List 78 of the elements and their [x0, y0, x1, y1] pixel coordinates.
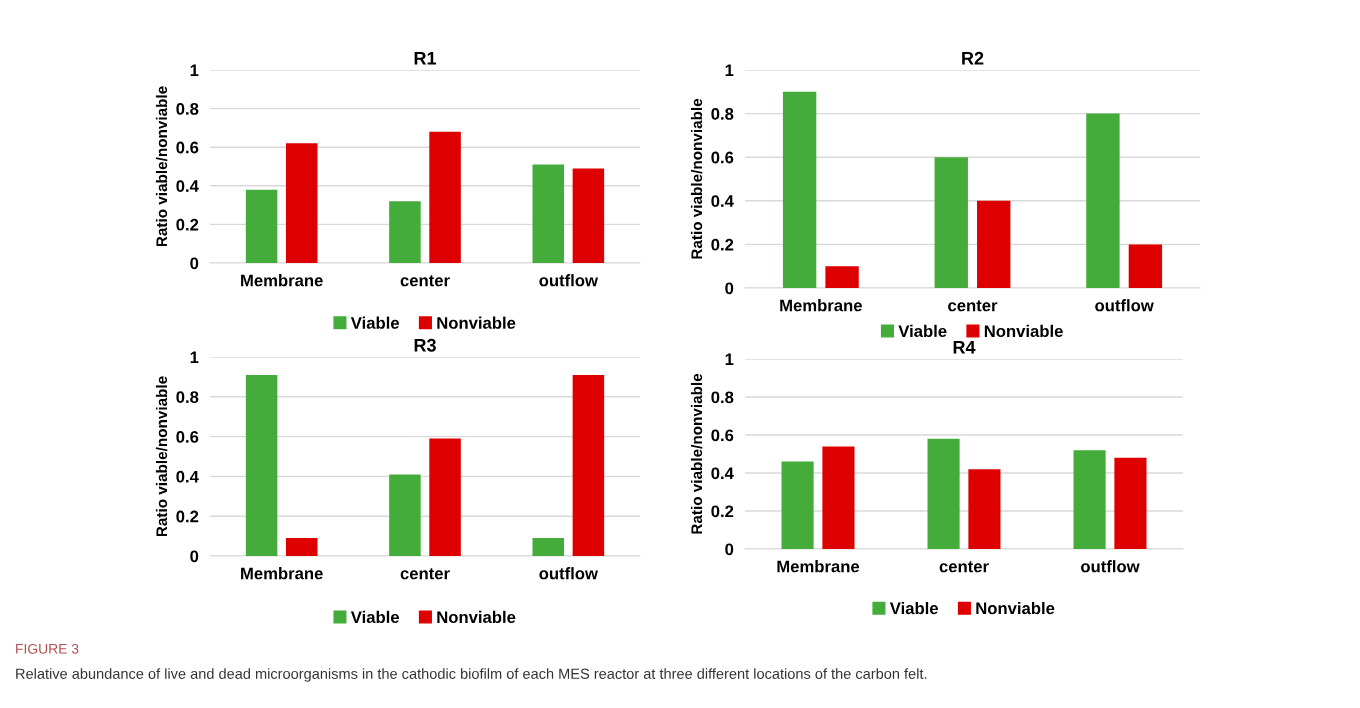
x-tick-label: outflow	[1081, 560, 1140, 573]
bar	[429, 131, 461, 263]
x-tick-label: outflow	[1095, 299, 1154, 312]
bar	[822, 446, 855, 549]
bar	[572, 168, 605, 263]
legend-label: Viable	[898, 324, 947, 338]
bar	[285, 143, 318, 263]
y-tick-label: 0	[190, 257, 199, 270]
x-tick-label: Membrane	[241, 274, 323, 287]
legend-label: Nonviable	[984, 324, 1063, 338]
bar	[1114, 457, 1147, 549]
x-tick-label: outflow	[539, 274, 598, 287]
bar	[1086, 113, 1120, 288]
bar	[927, 438, 960, 549]
x-tick-label: center	[400, 275, 450, 287]
y-tick-label: 0.2	[711, 505, 734, 518]
x-tick-label: Membrane	[777, 560, 860, 573]
bar	[429, 438, 461, 556]
bar	[572, 374, 605, 556]
y-tick-label: 0.2	[176, 218, 199, 231]
bar	[389, 201, 421, 263]
bar	[781, 461, 814, 549]
y-tick-label: 0.8	[176, 103, 199, 115]
y-tick-label: 0.4	[711, 467, 734, 480]
y-tick-label: 0.8	[711, 391, 734, 404]
y-tick-label: 0.8	[711, 108, 734, 120]
y-tick-label: 0.6	[176, 141, 199, 154]
bar	[532, 538, 565, 556]
chart-title: R1	[414, 52, 437, 65]
bar	[934, 157, 968, 288]
bar	[245, 189, 278, 263]
y-tick-label: 1	[725, 64, 734, 77]
chart-title: R4	[953, 341, 976, 354]
y-axis-title: Ratio viable/nonviable	[155, 86, 168, 247]
legend-label: Nonviable	[976, 602, 1055, 615]
legend-label: Nonviable	[437, 610, 516, 624]
legend-label: Viable	[350, 610, 400, 624]
legend-label: Nonviable	[437, 316, 516, 329]
bar	[1128, 244, 1163, 288]
y-tick-label: 0.4	[176, 180, 199, 192]
y-tick-label: 0.6	[711, 429, 734, 442]
y-tick-label: 0.4	[176, 470, 199, 483]
bar	[1073, 450, 1106, 549]
legend-label: Viable	[889, 602, 939, 615]
caption: FIGURE 3	[16, 643, 79, 654]
bar	[825, 266, 859, 288]
bar	[968, 469, 1001, 549]
y-tick-label: 0.8	[176, 391, 199, 403]
y-tick-label: 1	[190, 64, 199, 77]
bar	[245, 374, 278, 556]
bar	[532, 164, 565, 263]
y-axis-title: Ratio viable/nonviable	[690, 373, 703, 534]
y-tick-label: 0	[725, 282, 734, 295]
y-tick-label: 0	[190, 550, 199, 563]
bar	[389, 474, 421, 556]
bar	[782, 91, 817, 288]
legend-label: Viable	[350, 316, 400, 329]
y-tick-label: 1	[190, 351, 199, 364]
y-tick-label: 0.2	[711, 238, 734, 251]
x-tick-label: center	[939, 561, 989, 573]
x-tick-label: Membrane	[241, 567, 323, 580]
chart-title: R2	[962, 51, 984, 65]
x-tick-label: center	[948, 300, 998, 312]
x-tick-label: Membrane	[780, 299, 862, 312]
text: Relative abundance of live and dead microorganisms in the cathodic biofilm of each MES reactor at three different locations of the carbon felt.	[16, 668, 927, 682]
x-tick-label: outflow	[539, 567, 598, 580]
y-tick-label: 0.6	[176, 431, 199, 443]
bar	[285, 538, 318, 556]
y-tick-label: 0	[725, 543, 734, 556]
x-tick-label: center	[400, 568, 450, 580]
y-tick-label: 0.6	[711, 151, 734, 164]
y-axis-title: Ratio viable/nonviable	[690, 98, 703, 259]
y-tick-label: 1	[725, 353, 734, 366]
y-tick-label: 0.2	[176, 510, 199, 523]
y-tick-label: 0.4	[711, 195, 734, 207]
chart-title: R3	[414, 338, 436, 352]
y-axis-title: Ratio viable/nonviable	[155, 376, 168, 537]
bar	[977, 200, 1011, 288]
